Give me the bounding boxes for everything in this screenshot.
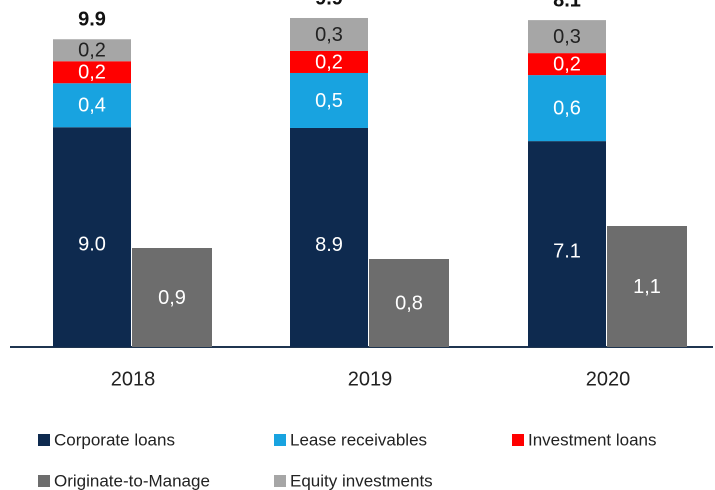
data-label: 0,2 (553, 53, 581, 75)
x-tick-label: 2018 (111, 368, 156, 390)
bar-segment (290, 127, 368, 347)
data-label: 7.1 (553, 240, 581, 262)
bar-segment (53, 127, 131, 347)
bar-segment (53, 39, 131, 62)
total-label: 8.1 (553, 0, 581, 11)
legend-label: Lease receivables (290, 430, 427, 449)
bar-segment (369, 259, 449, 347)
bar-segment (528, 141, 606, 347)
legend-label: Investment loans (528, 430, 657, 449)
bar-segment (528, 20, 606, 54)
bar-segment (607, 226, 687, 347)
bar-segment (290, 50, 368, 73)
data-label: 0,2 (78, 40, 106, 62)
legend-swatch (512, 434, 524, 446)
data-label: 0,3 (553, 26, 581, 48)
legend-swatch (274, 434, 286, 446)
data-label: 0,5 (315, 90, 343, 112)
data-label: 1,1 (633, 276, 661, 298)
legend-swatch (38, 475, 50, 487)
total-label: 9.9 (78, 9, 106, 31)
data-label: 0,9 (158, 287, 186, 309)
x-tick-label: 2020 (586, 368, 631, 390)
bar-segment (528, 53, 606, 76)
bar-segment (290, 17, 368, 51)
data-label: 0,3 (315, 24, 343, 46)
bar-segment (53, 83, 131, 128)
data-label: 8.9 (315, 234, 343, 256)
data-label: 0,4 (78, 95, 106, 117)
total-label: 9.9 (315, 0, 343, 9)
legend-swatch (38, 434, 50, 446)
bar-segment (132, 248, 212, 347)
bar-segment (528, 75, 606, 142)
legend-label: Originate-to-Manage (54, 471, 210, 490)
data-label: 9.0 (78, 233, 106, 255)
x-tick-label: 2019 (348, 368, 393, 390)
data-label: 0,2 (78, 62, 106, 84)
legend-swatch (274, 475, 286, 487)
data-label: 0,8 (395, 292, 423, 314)
legend-label: Equity investments (290, 471, 433, 490)
legend-label: Corporate loans (54, 430, 175, 449)
bar-segment (290, 72, 368, 128)
bar-segment (53, 61, 131, 84)
data-label: 0,2 (315, 51, 343, 73)
data-label: 0,6 (553, 97, 581, 119)
